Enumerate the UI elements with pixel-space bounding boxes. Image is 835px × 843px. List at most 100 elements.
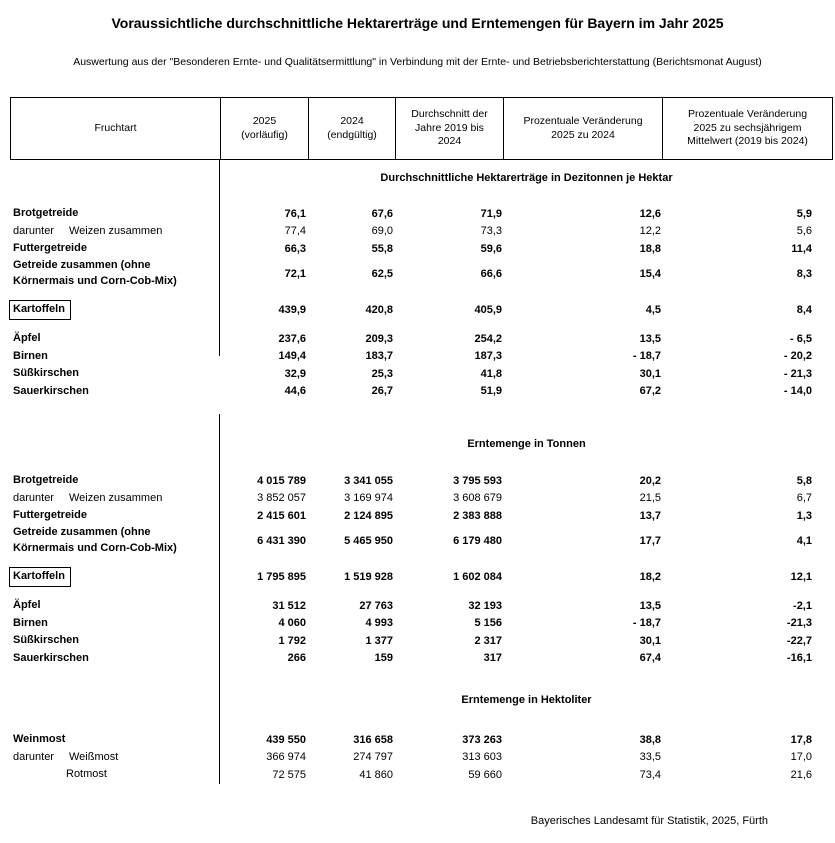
- cell-change-2025-2024: 67,2: [639, 385, 661, 398]
- cell-2025: 4 060: [278, 617, 306, 630]
- page-title: Voraussichtliche durchschnittliche Hekta…: [111, 15, 724, 31]
- cell-2025: 72 575: [272, 768, 306, 781]
- column-divider-segment-1: [219, 160, 220, 356]
- statistics-table: Fruchtart 2025 (vorläufig) 2024 (endgült…: [9, 97, 833, 797]
- cell-2025: 77,4: [284, 225, 306, 238]
- cell-change-2025-mean: 5,6: [796, 225, 812, 238]
- cell-avg-2019-2024: 32 193: [468, 599, 502, 612]
- cell-2024: 159: [374, 652, 393, 665]
- row-label-cell: Futtergetreide: [10, 507, 220, 525]
- cell-change-2025-mean: 8,4: [796, 303, 812, 316]
- cell-change-2025-2024: 18,2: [639, 570, 661, 583]
- cell-2025: 266: [287, 652, 306, 665]
- row-label-cell: Getreide zusammen (ohne Körnermais und C…: [10, 258, 220, 290]
- table-row: Äpfel 237,6 209,3 254,2 13,5 - 6,5: [10, 330, 833, 348]
- row-label-cell: Kartoffeln: [9, 566, 220, 587]
- cell-2025: 4 015 789: [257, 474, 306, 487]
- table-row: Sauerkirschen 44,6 26,7 51,9 67,2 - 14,0: [10, 383, 833, 401]
- cell-change-2025-2024: 13,5: [639, 599, 661, 612]
- row-label-cell: darunter Weißmost: [10, 749, 220, 767]
- cell-change-2025-mean: -2,1: [793, 599, 812, 612]
- row-label-boxed: Kartoffeln: [9, 566, 71, 587]
- cell-avg-2019-2024: 254,2: [474, 332, 502, 345]
- cell-2025: 66,3: [284, 242, 306, 255]
- row-label: Futtergetreide: [13, 242, 87, 254]
- cell-avg-2019-2024: 3 795 593: [453, 474, 502, 487]
- cell-2025: 237,6: [278, 332, 306, 345]
- row-label: Getreide zusammen (ohne Körnermais und C…: [13, 526, 177, 554]
- row-label: Birnen: [13, 616, 48, 629]
- table-row: Birnen 149,4 183,7 187,3 - 18,7 - 20,2: [10, 348, 833, 366]
- cell-2024: 1 377: [365, 634, 393, 647]
- cell-avg-2019-2024: 2 317: [474, 634, 502, 647]
- cell-change-2025-mean: 12,1: [790, 570, 812, 583]
- cell-avg-2019-2024: 6 179 480: [453, 534, 502, 547]
- cell-2025: 439 550: [266, 733, 306, 746]
- cell-2024: 27 763: [359, 599, 393, 612]
- cell-change-2025-2024: 13,5: [639, 332, 661, 345]
- cell-change-2025-2024: 30,1: [639, 634, 661, 647]
- row-label-cell: Getreide zusammen (ohne Körnermais und C…: [10, 525, 220, 557]
- cell-avg-2019-2024: 66,6: [480, 267, 502, 280]
- row-label-boxed: Kartoffeln: [9, 299, 71, 320]
- cell-2024: 1 519 928: [344, 570, 393, 583]
- row-label: Brotgetreide: [13, 474, 79, 486]
- row-label-prefix: darunter: [13, 491, 54, 504]
- table-row: Getreide zusammen (ohne Körnermais und C…: [10, 525, 833, 557]
- cell-change-2025-mean: 5,9: [796, 207, 812, 220]
- cell-change-2025-2024: 12,6: [639, 207, 661, 220]
- cell-change-2025-2024: 67,4: [639, 652, 661, 665]
- cell-change-2025-mean: - 21,3: [783, 367, 812, 380]
- cell-change-2025-mean: 17,0: [790, 751, 812, 764]
- table-row: Kartoffeln 439,9 420,8 405,9 4,5 8,4: [9, 299, 833, 320]
- cell-change-2025-2024: 4,5: [645, 303, 661, 316]
- table-row: Süßkirschen 1 792 1 377 2 317 30,1 -22,7: [10, 632, 833, 650]
- cell-2025: 149,4: [278, 350, 306, 363]
- cell-avg-2019-2024: 51,9: [480, 385, 502, 398]
- cell-2024: 55,8: [371, 242, 393, 255]
- section-rows: Brotgetreide 76,1 67,6 71,9 12,6 5,9 darunter W…: [9, 205, 833, 401]
- cell-change-2025-2024: 38,8: [639, 733, 661, 746]
- cell-avg-2019-2024: 373 263: [462, 733, 502, 746]
- cell-change-2025-2024: 21,5: [639, 492, 661, 505]
- source-note: Bayerisches Landesamt für Statistik, 202…: [530, 815, 768, 827]
- cell-avg-2019-2024: 3 608 679: [453, 492, 502, 505]
- cell-2025: 44,6: [284, 385, 306, 398]
- cell-2024: 69,0: [371, 225, 393, 238]
- section-header: Erntemenge in Hektoliter: [461, 694, 592, 706]
- row-label: Süßkirschen: [13, 367, 80, 379]
- row-label: Weißmost: [68, 750, 119, 763]
- cell-2024: 62,5: [371, 267, 393, 280]
- cell-avg-2019-2024: 59,6: [480, 242, 502, 255]
- cell-2025: 72,1: [284, 267, 306, 280]
- table-row: darunter Weizen zusammen 3 852 057 3 169 97…: [10, 490, 833, 508]
- cell-change-2025-mean: - 6,5: [789, 332, 812, 345]
- row-label: Sauerkirschen: [13, 651, 89, 664]
- row-label: Äpfel: [13, 599, 41, 611]
- column-header-2025: 2025 (vorläufig): [221, 98, 309, 159]
- row-label-cell: Süßkirschen: [10, 632, 220, 650]
- cell-change-2025-2024: 18,8: [639, 242, 661, 255]
- row-label-cell: Rotmost: [10, 766, 220, 784]
- cell-2024: 183,7: [365, 350, 393, 363]
- cell-change-2025-2024: 12,2: [639, 225, 661, 238]
- cell-avg-2019-2024: 59 660: [468, 768, 502, 781]
- table-row: Futtergetreide 2 415 601 2 124 895 2 383 88…: [10, 507, 833, 525]
- column-header-change-2025-mean: Prozentuale Veränderung 2025 zu sechsjäh…: [687, 108, 808, 148]
- table-row: Brotgetreide 76,1 67,6 71,9 12,6 5,9: [10, 205, 833, 223]
- cell-change-2025-2024: 33,5: [639, 751, 661, 764]
- row-label: Sauerkirschen: [13, 384, 89, 397]
- section-rows: Weinmost 439 550 316 658 373 263 38,8 17,8 dar…: [10, 731, 833, 784]
- cell-2025: 1 795 895: [257, 570, 306, 583]
- table-row: darunter Weizen zusammen 77,4 69,0 73,3 12,2 5…: [10, 223, 833, 241]
- cell-change-2025-2024: 20,2: [639, 474, 661, 487]
- row-label: Getreide zusammen (ohne Körnermais und C…: [13, 259, 177, 287]
- cell-avg-2019-2024: 1 602 084: [453, 570, 502, 583]
- cell-change-2025-mean: -22,7: [786, 634, 812, 647]
- cell-2025: 32,9: [284, 367, 306, 380]
- cell-2024: 25,3: [371, 367, 393, 380]
- column-header-change-2025-2024: Prozentuale Veränderung 2025 zu 2024: [504, 98, 663, 159]
- cell-change-2025-2024: 30,1: [639, 367, 661, 380]
- cell-2024: 67,6: [371, 207, 393, 220]
- column-divider-segment-2: [219, 414, 220, 784]
